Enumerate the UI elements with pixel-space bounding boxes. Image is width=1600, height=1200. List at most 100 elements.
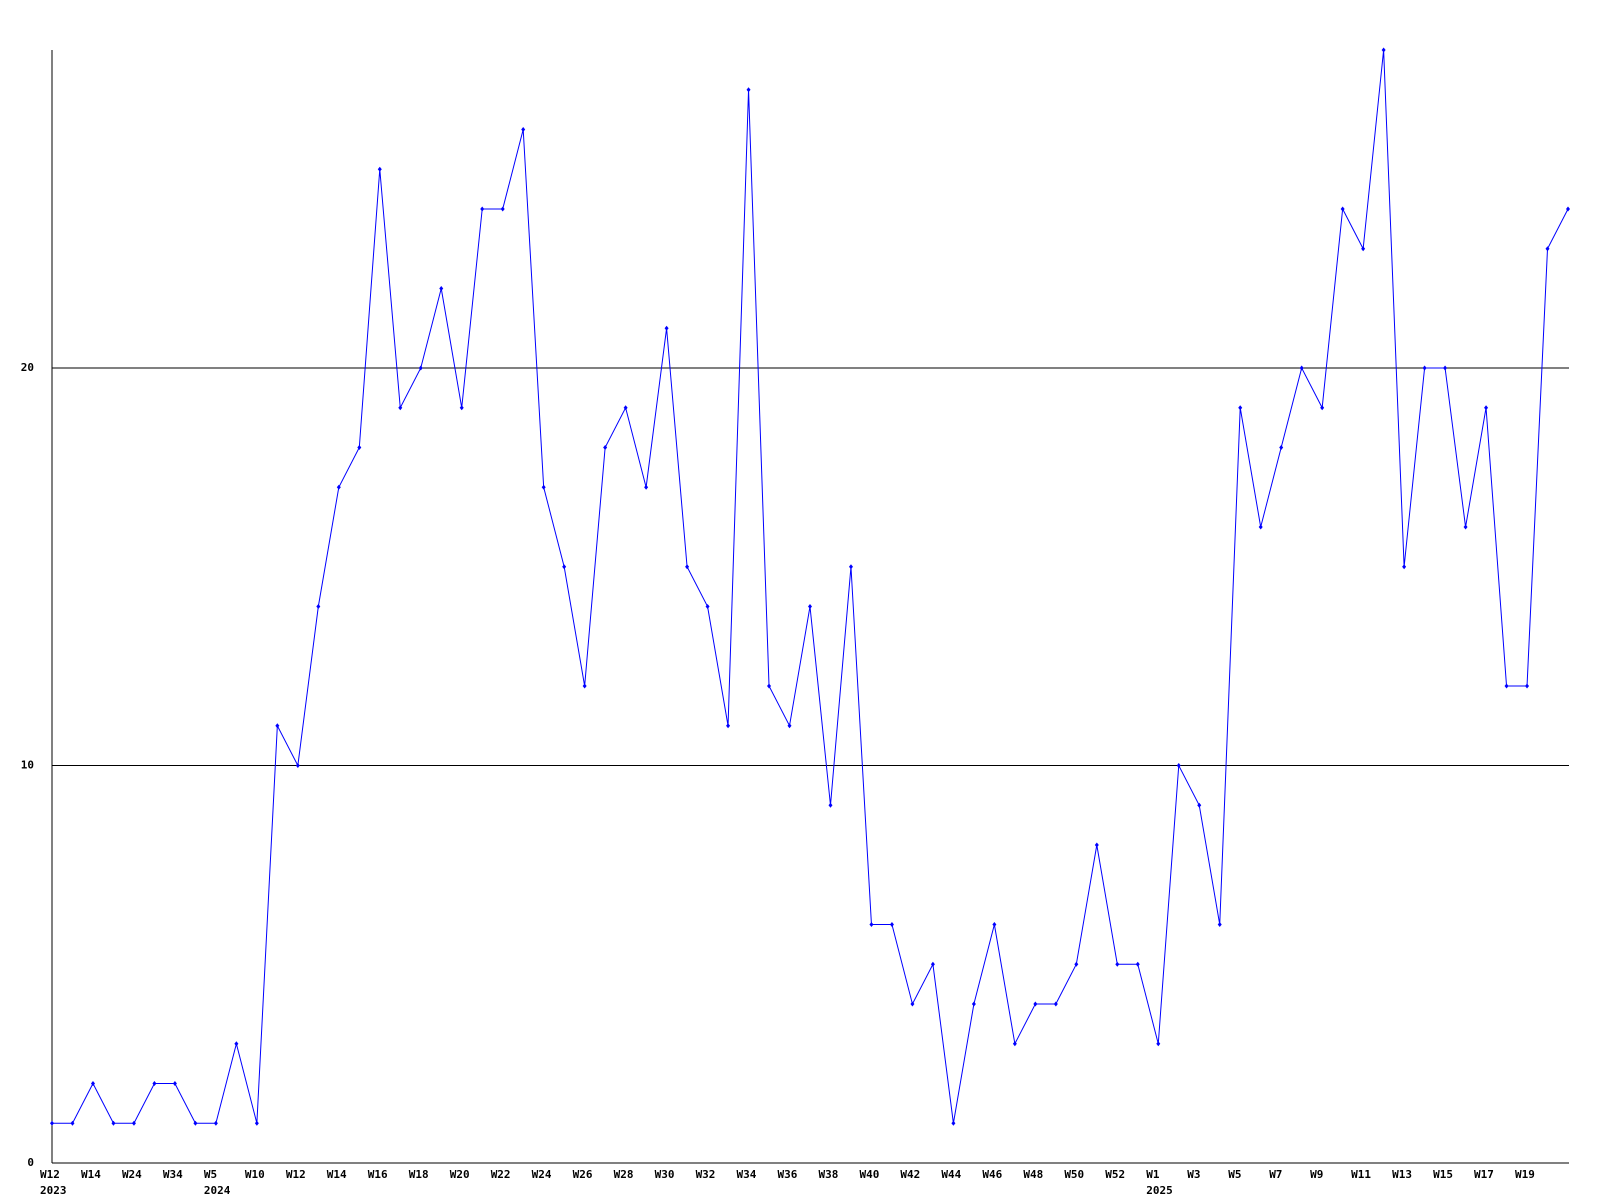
x-tick-label: W24: [532, 1168, 552, 1181]
x-tick-label: W11: [1351, 1168, 1371, 1181]
point: [1463, 524, 1468, 530]
point: [623, 405, 628, 411]
x-tick-label: W12: [40, 1168, 60, 1181]
point: [848, 564, 853, 570]
point: [1443, 365, 1448, 371]
point: [131, 1120, 136, 1126]
point: [1115, 961, 1120, 967]
point: [808, 604, 812, 609]
y-tick-label: 20: [21, 361, 34, 374]
point: [562, 564, 567, 570]
point: [70, 1120, 75, 1126]
x-tick-label: W32: [696, 1168, 716, 1181]
x-tick-label: W18: [409, 1168, 429, 1181]
x-tick-label: W19: [1515, 1168, 1535, 1181]
point: [398, 405, 403, 411]
point: [951, 1120, 956, 1126]
point: [418, 365, 423, 371]
x-tick-label: W42: [900, 1168, 920, 1181]
x-tick-label: W5: [204, 1168, 217, 1181]
point: [480, 206, 485, 212]
point: [603, 445, 608, 450]
point: [767, 683, 772, 689]
x-tick-label: W20: [450, 1168, 470, 1181]
point: [336, 484, 341, 490]
point: [787, 723, 792, 729]
point: [193, 1120, 198, 1126]
point: [213, 1120, 218, 1126]
year-label: 2025: [1146, 1184, 1173, 1197]
x-tick-label: W30: [655, 1168, 675, 1181]
point: [1299, 365, 1304, 371]
point: [971, 1001, 976, 1007]
x-tick-label: W5: [1228, 1168, 1241, 1181]
x-tick-label: W13: [1392, 1168, 1412, 1181]
point: [295, 763, 300, 768]
x-tick-label: W3: [1187, 1168, 1200, 1181]
x-tick-label: W22: [491, 1168, 511, 1181]
point: [500, 206, 505, 212]
series-line: [52, 49, 1569, 1124]
point: [889, 922, 894, 927]
point: [90, 1081, 95, 1086]
x-tick-label: W24: [122, 1168, 142, 1181]
point: [1156, 1041, 1161, 1047]
x-tick-label: W15: [1433, 1168, 1453, 1181]
point: [1402, 564, 1407, 570]
x-tick-label: W26: [573, 1168, 593, 1181]
point: [377, 166, 382, 172]
point: [930, 961, 935, 967]
x-tick-label: W52: [1105, 1168, 1125, 1181]
point: [152, 1081, 157, 1086]
point: [685, 564, 690, 570]
point: [1053, 1001, 1058, 1007]
point: [1340, 206, 1345, 212]
x-tick-label: W48: [1023, 1168, 1043, 1181]
point: [316, 604, 321, 609]
point: [582, 683, 587, 689]
point: [726, 723, 731, 729]
x-tick-label: W7: [1269, 1168, 1282, 1181]
point: [234, 1041, 239, 1047]
point: [254, 1120, 259, 1126]
point: [1422, 365, 1427, 371]
point: [1012, 1041, 1017, 1047]
point: [1504, 683, 1509, 689]
x-tick-label: W28: [614, 1168, 634, 1181]
x-tick-label: W17: [1474, 1168, 1494, 1181]
point: [992, 922, 997, 927]
point: [459, 405, 464, 411]
point: [705, 604, 710, 609]
point: [1217, 922, 1222, 927]
x-tick-label: W9: [1310, 1168, 1323, 1181]
point: [869, 922, 874, 927]
point: [111, 1120, 116, 1126]
point: [746, 87, 751, 93]
point: [1566, 206, 1570, 212]
point: [1545, 246, 1550, 252]
point: [172, 1081, 177, 1086]
point: [1176, 763, 1181, 768]
x-tick-label: W12: [286, 1168, 306, 1181]
point: [1279, 445, 1284, 450]
point: [275, 723, 280, 729]
x-tick-label: W44: [941, 1168, 961, 1181]
x-tick-label: W14: [327, 1168, 347, 1181]
point: [828, 802, 833, 808]
point: [1484, 405, 1489, 411]
point: [644, 484, 649, 490]
point: [664, 325, 669, 331]
x-tick-label: W36: [778, 1168, 798, 1181]
x-tick-label: W46: [982, 1168, 1002, 1181]
point: [1033, 1001, 1038, 1007]
point: [1258, 524, 1263, 530]
point: [439, 286, 444, 291]
x-tick-label: W14: [81, 1168, 101, 1181]
year-label: 2024: [204, 1184, 231, 1197]
point: [1135, 961, 1140, 967]
x-tick-label: W50: [1064, 1168, 1084, 1181]
year-label: 2023: [40, 1184, 67, 1197]
point: [1320, 405, 1325, 411]
